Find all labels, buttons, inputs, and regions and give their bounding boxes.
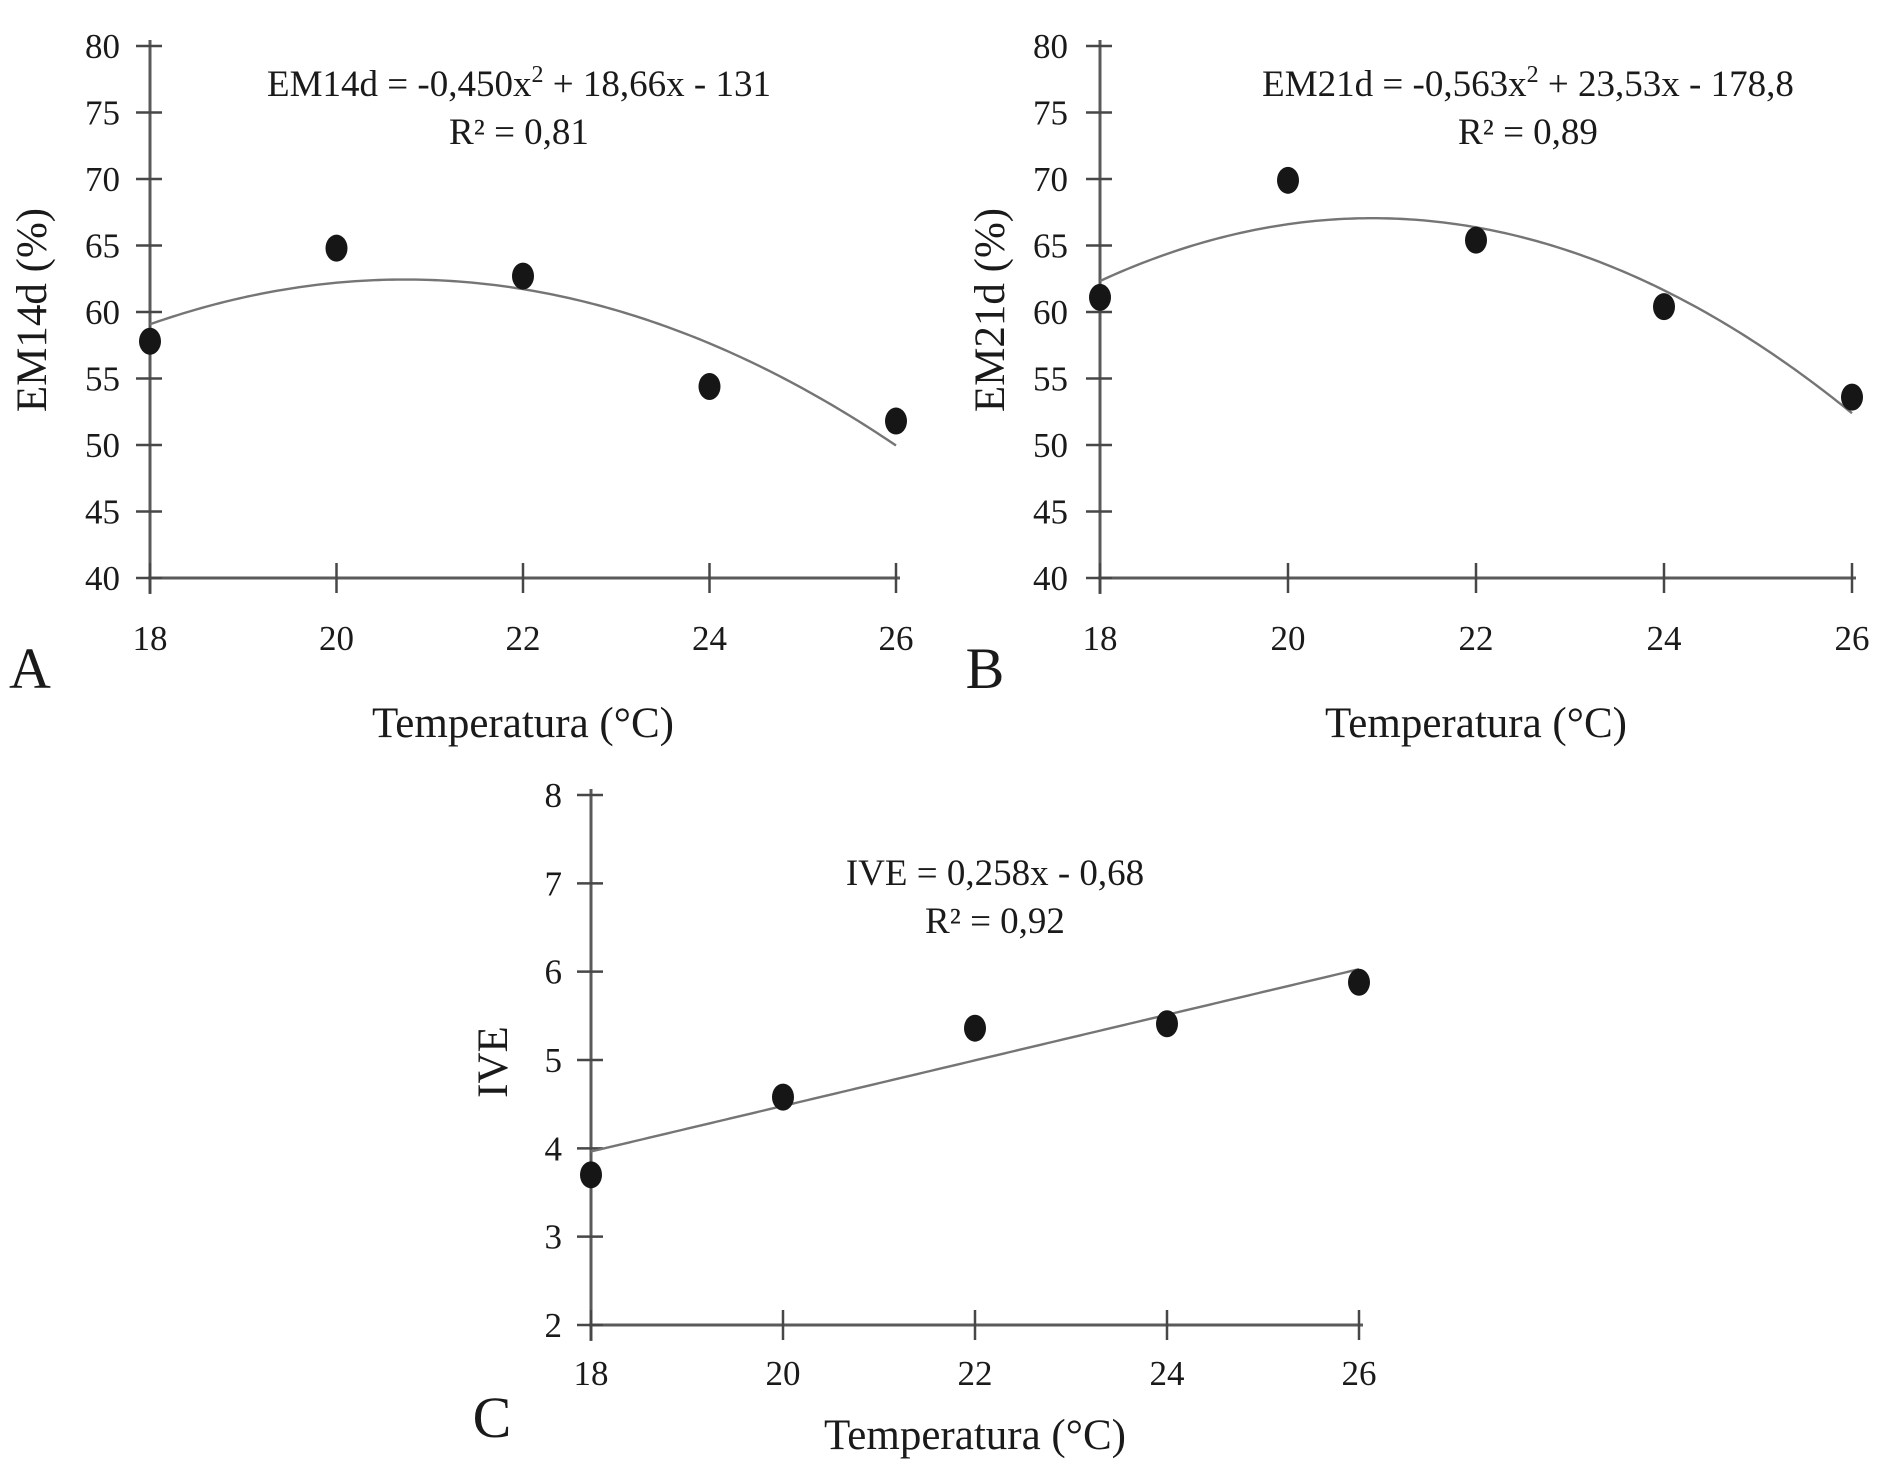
r-squared-label: R² = 0,81 [449,112,589,153]
y-tick-label: 70 [85,160,120,199]
data-point [139,327,161,355]
equation-label: EM21d = -0,563x2 + 23,53x - 178,8 [1262,62,1794,105]
y-tick-label: 5 [545,1041,563,1080]
y-tick-label: 75 [85,94,120,133]
x-tick-label: 18 [133,619,168,658]
y-tick-label: 45 [85,493,120,532]
fit-linear-line [590,968,1360,1153]
x-tick-label: 26 [879,619,914,658]
y-tick-label: 3 [545,1218,563,1257]
data-point [1089,283,1111,311]
x-tick-label: 20 [319,619,354,658]
y-tick-label: 8 [545,776,563,815]
panel-letter: A [9,636,51,701]
x-tick-label: 24 [1647,619,1682,658]
data-point [1841,383,1863,411]
y-tick-label: 60 [85,293,120,332]
x-tick-label: 20 [1271,619,1306,658]
data-point [1653,293,1675,321]
x-tick-label: 22 [958,1354,993,1393]
x-tick-label: 24 [692,619,727,658]
chart-panel-a: 40 45 50 55 60 65 70 75 80 18 20 22 24 26 EM14d = -0,4… [9,27,914,747]
x-tick-label: 20 [766,1354,801,1393]
x-tick-label: 26 [1835,619,1870,658]
panel-letter: B [966,636,1005,701]
data-point [580,1161,602,1189]
x-tick-label: 22 [1459,619,1494,658]
data-point [772,1083,794,1111]
data-point [964,1014,986,1042]
y-tick-label: 50 [1033,426,1068,465]
x-axis-title: Temperatura (°C) [1325,700,1627,747]
x-tick-label: 22 [506,619,541,658]
x-tick-label: 18 [1083,619,1118,658]
panel-letter: C [473,1385,512,1450]
y-axis-title: EM21d (%) [967,208,1014,412]
data-point [512,262,534,290]
data-point [325,234,348,262]
r-squared-label: R² = 0,89 [1458,112,1598,153]
x-tick-label: 24 [1150,1354,1185,1393]
equation-label: EM14d = -0,450x2 + 18,66x - 131 [267,62,771,105]
data-point [1348,968,1370,996]
chart-panel-b: 40 45 50 55 60 65 70 75 80 18 20 22 24 26 EM21d = -0,5… [966,27,1870,747]
data-point [698,372,721,400]
chart-panel-c: 2 3 4 5 6 7 8 18 20 22 24 26 IVE = 0,258x - 0,68 R² =… [470,776,1377,1459]
data-point [1465,226,1487,254]
x-axis-title: Temperatura (°C) [372,700,674,747]
y-tick-label: 50 [85,426,120,465]
y-tick-label: 55 [85,360,120,399]
x-tick-label: 18 [574,1354,609,1393]
y-tick-label: 55 [1033,360,1068,399]
y-tick-label: 40 [85,559,120,598]
y-axis-title: EM14d (%) [9,208,56,412]
y-tick-label: 60 [1033,293,1068,332]
y-tick-label: 6 [545,953,563,992]
y-tick-label: 2 [545,1306,563,1345]
y-tick-label: 70 [1033,160,1068,199]
x-tick-label: 26 [1342,1354,1377,1393]
y-tick-label: 80 [1033,27,1068,66]
data-point [1156,1010,1178,1038]
x-axis-title: Temperatura (°C) [824,1412,1126,1459]
data-point [1277,166,1299,194]
y-axis-title: IVE [470,1026,517,1098]
data-point [885,407,907,435]
y-tick-label: 80 [85,27,120,66]
fit-quadratic-line [149,278,897,447]
y-tick-label: 65 [85,227,120,266]
equation-label: IVE = 0,258x - 0,68 [846,853,1144,894]
y-tick-label: 65 [1033,227,1068,266]
y-tick-label: 45 [1033,493,1068,532]
y-tick-label: 4 [545,1129,563,1168]
y-tick-label: 75 [1033,94,1068,133]
y-tick-label: 7 [545,864,563,903]
y-tick-label: 40 [1033,559,1068,598]
r-squared-label: R² = 0,92 [925,901,1065,942]
